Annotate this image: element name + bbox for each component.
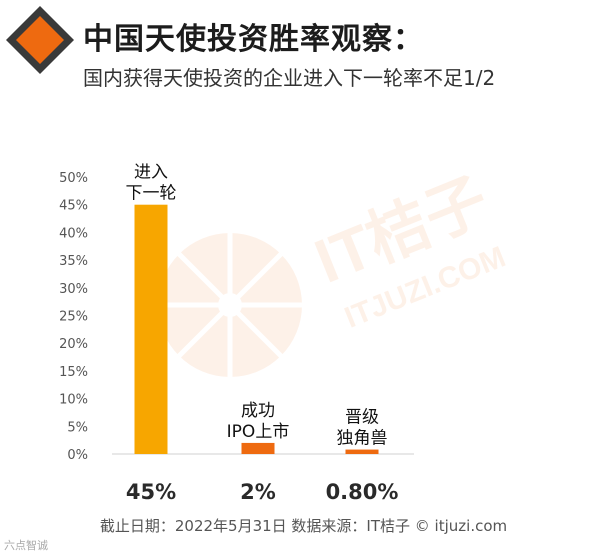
category-label: 进入下一轮 (126, 163, 177, 204)
logo-orange-diamond (16, 16, 64, 64)
bar (134, 204, 168, 454)
y-tick-label: 20% (59, 337, 88, 352)
brand-logo-icon (6, 6, 74, 74)
y-tick-label: 5% (67, 420, 88, 435)
page-title: 中国天使投资胜率观察： (83, 22, 424, 57)
watermark-orange-slice-icon (158, 233, 302, 377)
source-note: 截止日期：2022年5月31日 数据来源：IT桔子 © itjuzi.com (99, 517, 508, 535)
y-tick-label: 25% (59, 310, 88, 325)
category-label: 成功 IPO上市 (227, 401, 290, 442)
value-labels: 45% 2% 0.80% (126, 480, 399, 504)
value-label: 0.80% (326, 480, 399, 504)
y-tick-label: 50% (59, 171, 88, 186)
corner-watermark: 六点智诚 (4, 539, 48, 552)
page-subtitle: 国内获得天使投资的企业进入下一轮率不足1/2 (83, 66, 496, 90)
y-tick-label: 10% (59, 393, 88, 408)
y-tick-label: 40% (59, 226, 88, 241)
y-tick-label: 30% (59, 282, 88, 297)
y-tick-label: 45% (59, 199, 88, 214)
bar (241, 442, 275, 454)
y-tick-label: 0% (67, 448, 88, 463)
value-label: 2% (240, 480, 276, 504)
value-label: 45% (126, 480, 176, 504)
bars (134, 204, 379, 454)
itjuzi-watermark: IT桔子 ITJUZI.COM (158, 166, 510, 377)
y-tick-label: 35% (59, 254, 88, 269)
y-axis-ticks: 0% 5% 10% 15% 20% 25% 30% 35% 40% 45% 50% (59, 171, 88, 463)
bar (345, 449, 379, 454)
category-label: 晋级独角兽 (337, 408, 388, 449)
y-tick-label: 15% (59, 365, 88, 380)
